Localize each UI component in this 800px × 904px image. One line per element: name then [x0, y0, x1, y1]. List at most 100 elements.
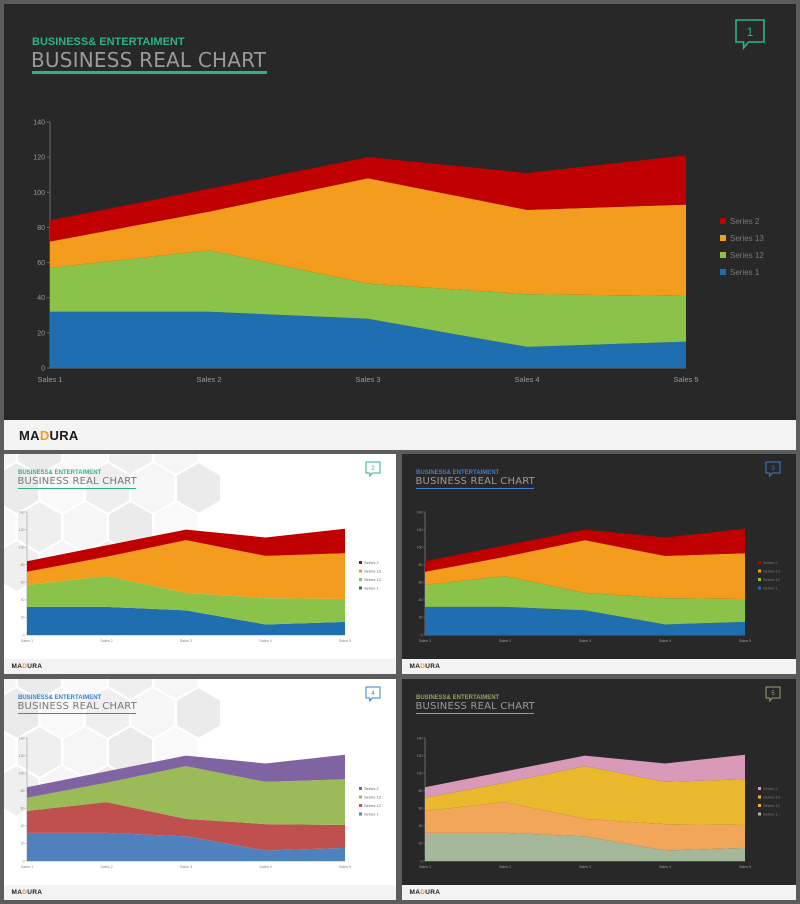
area-series-2 — [425, 576, 745, 625]
legend-swatch — [359, 804, 362, 807]
legend-label: Series 13 — [730, 234, 764, 243]
slide-2[interactable]: 2 0 20 40 60 80 100 120 140 Sales 1 Sales 2 Sales 3… — [4, 454, 396, 674]
comment-icon — [765, 461, 781, 478]
y-tick-label: 80 — [21, 789, 25, 793]
legend-swatch — [359, 561, 362, 564]
y-tick-label: 140 — [33, 120, 45, 127]
slide-title: BUSINESS REAL CHART — [17, 476, 137, 487]
madura-logo: MADURA — [409, 889, 441, 897]
comment-icon — [765, 686, 781, 703]
x-tick-label: Sales 4 — [659, 865, 672, 869]
x-tick-label: Sales 3 — [180, 639, 193, 643]
legend-label: Series 2 — [730, 217, 760, 226]
legend-swatch — [758, 578, 761, 581]
chart-svg: 1 0 20 40 60 80 100 120 140 Sales 1 Sales 2 Sales 3… — [33, 19, 765, 384]
slide-title: BUSINESS REAL CHART — [415, 701, 535, 712]
area-series-3 — [50, 178, 686, 296]
legend-label: Series 1 — [730, 268, 760, 277]
slide-footer: MADURA — [4, 659, 396, 674]
area-series-2 — [425, 802, 745, 851]
chart-svg: 5 0 20 40 60 80 100 120 140 Sales 1 Sales 2 Sales 3… — [417, 686, 781, 869]
legend-swatch — [758, 586, 761, 590]
madura-logo: MADURA — [19, 427, 79, 443]
legend-swatch — [758, 804, 761, 807]
legend-swatch — [720, 218, 726, 224]
area-series-2 — [27, 802, 345, 851]
area-series-1 — [425, 606, 745, 635]
legend-swatch — [359, 569, 362, 573]
slide-kicker: BUSINESS& ENTERTAIMENT — [18, 470, 102, 476]
y-tick-label: 20 — [419, 616, 423, 620]
legend-swatch — [758, 561, 761, 564]
legend-swatch — [359, 787, 362, 790]
y-tick-label: 0 — [421, 633, 423, 637]
area-series-1 — [27, 832, 345, 861]
y-tick-label: 120 — [19, 754, 25, 758]
legend-label: Series 1 — [364, 586, 379, 591]
y-tick-label: 120 — [417, 754, 423, 758]
y-tick-label: 20 — [21, 616, 25, 620]
comment-badge-number: 3 — [771, 466, 775, 472]
legend-label: Series 12 — [763, 577, 781, 582]
legend-label: Series 12 — [364, 577, 382, 582]
comment-badge-number: 5 — [771, 691, 775, 697]
slide-1[interactable]: 1 0 20 40 60 80 100 120 140 Sales 1 Sales 2 Sales 3… — [4, 4, 796, 450]
y-tick-label: 100 — [417, 771, 423, 775]
y-tick-label: 20 — [21, 842, 25, 846]
legend-label: Series 13 — [763, 569, 781, 574]
title-underline — [416, 487, 534, 489]
y-tick-label: 100 — [19, 545, 25, 549]
y-tick-label: 0 — [23, 859, 25, 863]
area-series-3 — [27, 540, 345, 599]
x-tick-label: Sales 1 — [419, 865, 432, 869]
y-tick-label: 80 — [37, 225, 45, 232]
y-tick-label: 100 — [33, 190, 45, 197]
legend-swatch — [720, 269, 726, 275]
legend-swatch — [359, 578, 362, 581]
y-tick-label: 0 — [421, 859, 423, 863]
area-series-1 — [50, 311, 686, 368]
x-tick-label: Sales 2 — [499, 639, 512, 643]
chart-svg: 3 0 20 40 60 80 100 120 140 Sales 1 Sales 2 Sales 3… — [417, 461, 781, 643]
legend-swatch — [758, 812, 761, 816]
slide-5[interactable]: 5 0 20 40 60 80 100 120 140 Sales 1 Sales 2 Sales 3… — [402, 679, 796, 900]
y-tick-label: 140 — [19, 736, 25, 740]
comment-icon — [735, 19, 765, 51]
area-series-3 — [425, 766, 745, 825]
y-tick-label: 80 — [419, 563, 423, 567]
area-series-3 — [27, 766, 345, 825]
y-tick-label: 100 — [417, 545, 423, 549]
x-tick-label: Sales 1 — [21, 865, 34, 869]
legend-swatch — [359, 812, 362, 816]
comment-badge-number: 2 — [371, 466, 375, 472]
y-tick-label: 80 — [21, 563, 25, 567]
slide-kicker: BUSINESS& ENTERTAIMENT — [32, 36, 185, 48]
slide-footer: MADURA — [402, 659, 796, 674]
title-underline — [18, 712, 136, 714]
area-series-1 — [27, 606, 345, 635]
x-tick-label: Sales 5 — [339, 639, 352, 643]
slide-4[interactable]: 4 0 20 40 60 80 100 120 140 Sales 1 Sales 2 Sales 3… — [4, 679, 396, 900]
slide-kicker: BUSINESS& ENTERTAIMENT — [416, 695, 500, 701]
legend-swatch — [758, 795, 761, 799]
x-tick-label: Sales 2 — [100, 865, 113, 869]
slide-kicker: BUSINESS& ENTERTAIMENT — [416, 470, 500, 476]
legend-label: Series 12 — [730, 251, 764, 260]
x-tick-label: Sales 5 — [673, 375, 698, 384]
y-tick-label: 60 — [419, 581, 423, 585]
x-tick-label: Sales 2 — [499, 865, 512, 869]
legend-label: Series 1 — [763, 586, 778, 591]
area-series-1 — [425, 832, 745, 861]
y-tick-label: 120 — [33, 155, 45, 162]
legend-label: Series 12 — [763, 803, 781, 808]
legend-label: Series 13 — [364, 569, 382, 574]
slide-3[interactable]: 3 0 20 40 60 80 100 120 140 Sales 1 Sales 2 Sales 3… — [402, 454, 796, 674]
legend-swatch — [758, 569, 761, 573]
y-tick-label: 60 — [419, 807, 423, 811]
slide-footer: MADURA — [4, 885, 396, 900]
comment-badge-number: 4 — [371, 691, 375, 697]
legend-label: Series 2 — [364, 560, 379, 565]
x-tick-label: Sales 5 — [739, 639, 752, 643]
area-series-4 — [425, 528, 745, 572]
